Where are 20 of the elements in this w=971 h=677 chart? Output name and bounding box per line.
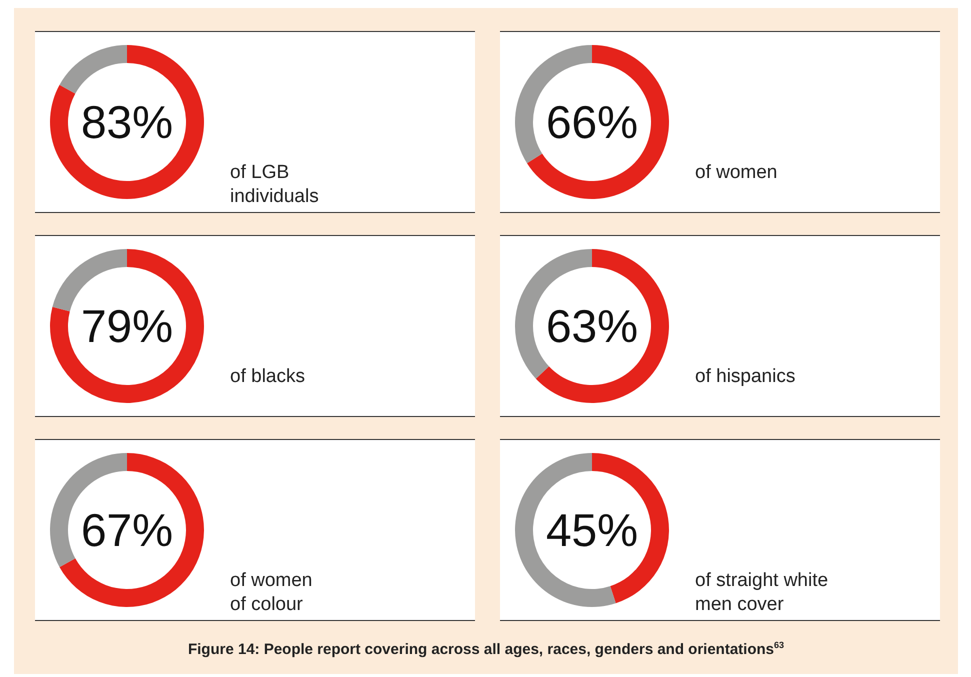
donut-slice xyxy=(526,45,669,199)
donut-slice xyxy=(60,45,127,94)
text: 63% xyxy=(546,300,638,352)
slice-label: of blacks xyxy=(230,366,305,387)
text: 45% xyxy=(546,504,638,556)
donut-slice xyxy=(536,249,669,403)
text: 67% xyxy=(80,504,174,556)
slice-label: of LGB individuals xyxy=(230,162,319,207)
text: 83% xyxy=(80,96,174,148)
slice-label: of straight white men cover xyxy=(695,570,828,615)
donut-slice xyxy=(50,45,204,199)
slice-label: of women xyxy=(695,162,778,183)
donut-slice xyxy=(52,249,127,312)
donut-slice xyxy=(50,249,204,403)
donut-slice xyxy=(60,453,204,607)
caption: Figure 14: People report covering across all ages, races, genders and orientations$^{63}$ xyxy=(186,640,786,658)
slice-label: of hispanics xyxy=(695,366,796,387)
text: 79% xyxy=(80,300,174,352)
slice-label: of women of colour xyxy=(230,570,312,615)
text: 66% xyxy=(546,96,638,148)
